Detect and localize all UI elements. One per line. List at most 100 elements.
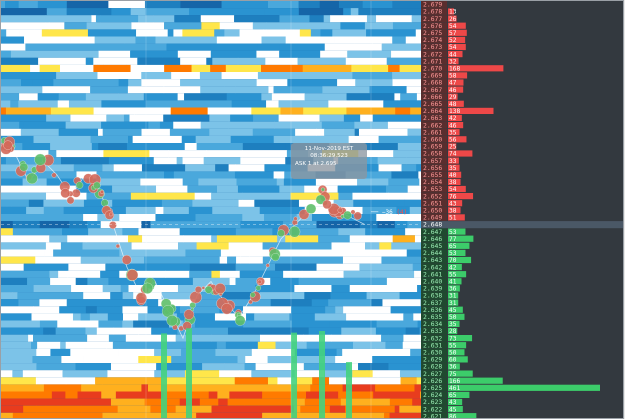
ask-size-label: 29 xyxy=(449,94,457,101)
liquidity-cell xyxy=(177,242,197,250)
liquidity-cell xyxy=(59,306,87,314)
liquidity-cell xyxy=(12,412,64,418)
liquidity-cell xyxy=(50,348,71,356)
liquidity-cell xyxy=(1,313,32,321)
liquidity-cell xyxy=(405,36,415,44)
liquidity-cell xyxy=(238,199,255,207)
trade-bubble xyxy=(337,207,343,214)
liquidity-cell xyxy=(227,398,236,406)
liquidity-cell xyxy=(42,86,91,94)
bid-price-label: 2.625 xyxy=(423,384,442,392)
bid-size-label: 65 xyxy=(449,392,457,399)
liquidity-cell xyxy=(279,8,300,16)
trade-bubble xyxy=(320,187,325,192)
bid-size-bar xyxy=(448,406,463,413)
liquidity-cell xyxy=(1,86,43,94)
ask-price-label: 2.658 xyxy=(423,150,442,158)
liquidity-cell xyxy=(98,128,104,136)
liquidity-cell xyxy=(33,306,60,314)
ask-size-bar xyxy=(448,157,459,164)
liquidity-cell xyxy=(87,334,110,342)
liquidity-cell xyxy=(350,143,399,151)
liquidity-cell xyxy=(119,249,131,257)
liquidity-cell xyxy=(290,327,310,335)
liquidity-cell xyxy=(279,50,321,58)
liquidity-cell xyxy=(210,43,258,51)
liquidity-cell xyxy=(147,277,165,285)
bid-price-cell xyxy=(421,270,447,278)
liquidity-cell xyxy=(305,256,344,264)
liquidity-cell xyxy=(392,22,421,30)
bid-size-bar xyxy=(448,413,477,418)
liquidity-cell xyxy=(239,270,284,278)
liquidity-cell xyxy=(407,185,421,193)
liquidity-cell xyxy=(386,277,417,285)
liquidity-cell xyxy=(37,93,60,101)
liquidity-cell xyxy=(264,249,310,257)
liquidity-cell xyxy=(366,29,417,37)
liquidity-cell xyxy=(358,128,408,136)
liquidity-cell xyxy=(189,8,218,16)
bid-price-label: 2.624 xyxy=(423,391,442,399)
liquidity-cell xyxy=(252,22,267,30)
liquidity-cell xyxy=(179,228,220,236)
liquidity-cell xyxy=(59,292,84,300)
liquidity-cell xyxy=(85,306,98,314)
liquidity-cell xyxy=(345,171,392,179)
liquidity-cell xyxy=(91,15,97,23)
bid-price-cell xyxy=(421,356,447,363)
liquidity-cell xyxy=(331,135,350,143)
liquidity-cell xyxy=(1,348,37,356)
liquidity-cell xyxy=(110,398,146,406)
liquidity-cell xyxy=(377,377,401,385)
liquidity-cell xyxy=(137,57,151,65)
liquidity-cell xyxy=(1,249,45,257)
liquidity-cell xyxy=(311,214,322,222)
liquidity-cell xyxy=(344,277,388,285)
liquidity-cell xyxy=(1,341,32,349)
ask-size-bar xyxy=(448,58,459,65)
order-book-heatmap[interactable] xyxy=(1,1,421,418)
liquidity-cell xyxy=(86,192,132,200)
bid-price-cell xyxy=(421,228,447,235)
liquidity-cell xyxy=(70,114,107,122)
liquidity-cell xyxy=(155,214,196,222)
ask-price-cell xyxy=(421,192,447,200)
ask-price-cell xyxy=(421,135,447,143)
liquidity-cell xyxy=(7,356,33,364)
liquidity-cell xyxy=(372,370,401,378)
liquidity-cell xyxy=(53,79,77,87)
liquidity-cell xyxy=(354,36,393,44)
volume-bar xyxy=(161,333,167,418)
trade-bubble xyxy=(265,263,270,268)
ask-price-label: 2.678 xyxy=(423,8,442,16)
ask-price-label: 2.672 xyxy=(423,50,442,58)
liquidity-cell xyxy=(266,100,279,108)
ask-size-bar xyxy=(448,193,474,200)
liquidity-cell xyxy=(412,398,421,406)
liquidity-cell xyxy=(394,405,400,413)
liquidity-cell xyxy=(342,384,376,392)
liquidity-cell xyxy=(271,327,291,335)
liquidity-cell xyxy=(75,363,112,371)
liquidity-cell xyxy=(118,93,145,101)
ask-size-label: 13 xyxy=(449,9,457,16)
liquidity-cell xyxy=(372,43,383,51)
liquidity-cell xyxy=(135,36,156,44)
bid-size-bar xyxy=(448,271,467,278)
liquidity-cell xyxy=(279,15,310,23)
liquidity-cell xyxy=(122,306,148,314)
liquidity-cell xyxy=(185,164,216,172)
liquidity-cell xyxy=(325,306,336,314)
ask-size-label: 35 xyxy=(449,129,457,136)
liquidity-cell xyxy=(303,107,347,115)
ask-price-cell xyxy=(421,93,447,101)
ask-price-cell xyxy=(421,214,447,221)
liquidity-cell xyxy=(218,398,229,406)
liquidity-cell xyxy=(400,377,418,385)
liquidity-cell xyxy=(182,29,215,37)
volume-bar xyxy=(186,328,192,418)
liquidity-cell xyxy=(334,36,355,44)
liquidity-cell xyxy=(205,150,243,158)
